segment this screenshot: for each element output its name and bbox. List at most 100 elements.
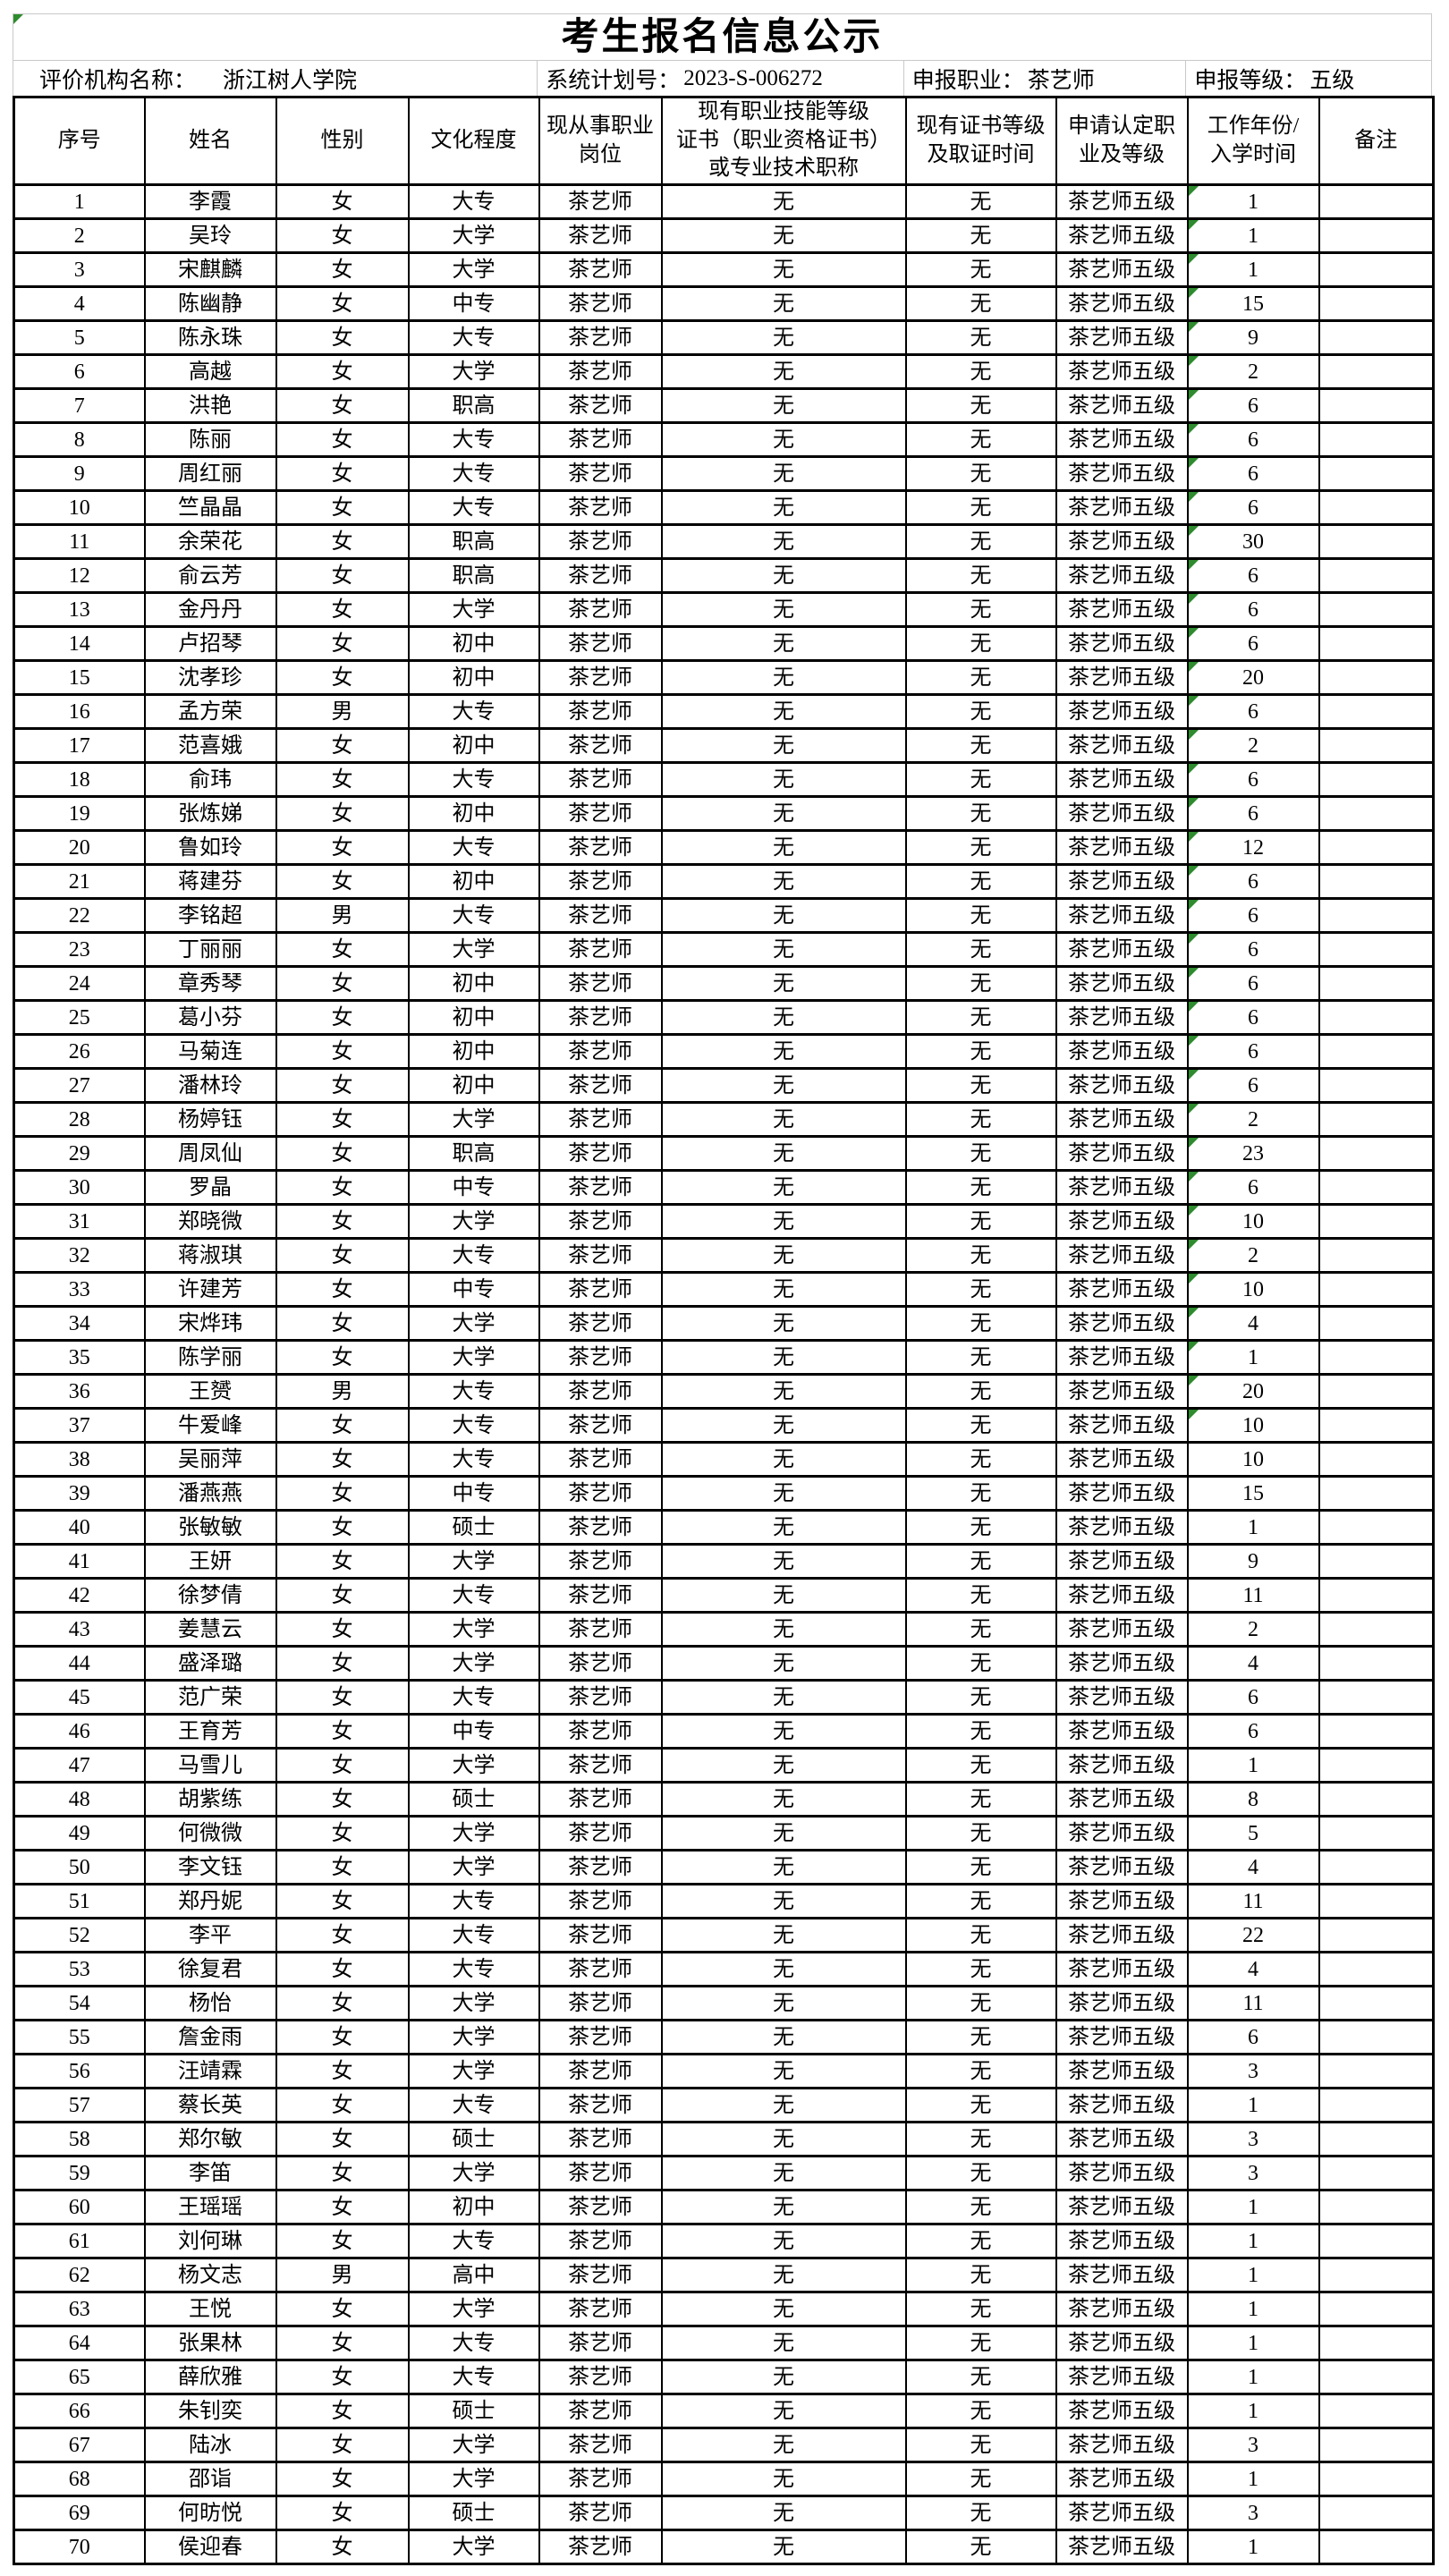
cell-existing-certificate[interactable]: 无 xyxy=(660,2087,907,2124)
cell-applied-occupation-level[interactable]: 茶艺师五级 xyxy=(1055,2495,1189,2532)
cell-remark[interactable] xyxy=(1318,1237,1435,1275)
cell-cert-level-time[interactable]: 无 xyxy=(904,1713,1057,1750)
cell-name[interactable]: 范喜娥 xyxy=(143,727,277,765)
cell-cert-level-time[interactable]: 无 xyxy=(904,1135,1057,1173)
cell-applied-occupation-level[interactable]: 茶艺师五级 xyxy=(1055,1883,1189,1920)
cell-name[interactable]: 杨文志 xyxy=(143,2257,277,2294)
cell-current-occupation[interactable]: 茶艺师 xyxy=(538,659,663,697)
cell-remark[interactable] xyxy=(1318,1577,1435,1614)
cell-education[interactable]: 大专 xyxy=(407,1917,540,1954)
cell-no[interactable]: 56 xyxy=(13,2053,146,2090)
cell-work-years[interactable]: 2 xyxy=(1186,727,1320,765)
cell-current-occupation[interactable]: 茶艺师 xyxy=(538,2053,663,2090)
cell-applied-occupation-level[interactable]: 茶艺师五级 xyxy=(1055,999,1189,1037)
cell-current-occupation[interactable]: 茶艺师 xyxy=(538,285,663,323)
cell-current-occupation[interactable]: 茶艺师 xyxy=(538,1271,663,1309)
cell-no[interactable]: 70 xyxy=(13,2529,146,2566)
cell-existing-certificate[interactable]: 无 xyxy=(660,1543,907,1580)
cell-remark[interactable] xyxy=(1318,1271,1435,1309)
cell-no[interactable]: 50 xyxy=(13,1849,146,1886)
cell-work-years[interactable]: 1 xyxy=(1186,2189,1320,2226)
cell-no[interactable]: 13 xyxy=(13,591,146,629)
cell-gender[interactable]: 女 xyxy=(275,1339,410,1377)
cell-no[interactable]: 6 xyxy=(13,353,146,391)
cell-remark[interactable] xyxy=(1318,285,1435,323)
cell-education[interactable]: 大学 xyxy=(407,1339,540,1377)
cell-applied-occupation-level[interactable]: 茶艺师五级 xyxy=(1055,1203,1189,1241)
cell-no[interactable]: 35 xyxy=(13,1339,146,1377)
cell-applied-occupation-level[interactable]: 茶艺师五级 xyxy=(1055,455,1189,493)
cell-remark[interactable] xyxy=(1318,1815,1435,1852)
cell-name[interactable]: 汪靖霖 xyxy=(143,2053,277,2090)
cell-current-occupation[interactable]: 茶艺师 xyxy=(538,2189,663,2226)
cell-remark[interactable] xyxy=(1318,1101,1435,1139)
header-gender[interactable]: 性别 xyxy=(275,95,410,187)
cell-current-occupation[interactable]: 茶艺师 xyxy=(538,1373,663,1411)
cell-education[interactable]: 大学 xyxy=(407,2529,540,2566)
cell-name[interactable]: 陈学丽 xyxy=(143,1339,277,1377)
cell-no[interactable]: 1 xyxy=(13,183,146,221)
cell-remark[interactable] xyxy=(1318,2121,1435,2158)
cell-cert-level-time[interactable]: 无 xyxy=(904,1611,1057,1648)
cell-education[interactable]: 初中 xyxy=(407,795,540,833)
cell-no[interactable]: 53 xyxy=(13,1951,146,1988)
cell-existing-certificate[interactable]: 无 xyxy=(660,455,907,493)
cell-remark[interactable] xyxy=(1318,1509,1435,1546)
cell-current-occupation[interactable]: 茶艺师 xyxy=(538,965,663,1003)
cell-gender[interactable]: 女 xyxy=(275,1407,410,1445)
cell-applied-occupation-level[interactable]: 茶艺师五级 xyxy=(1055,1679,1189,1716)
cell-education[interactable]: 大学 xyxy=(407,2053,540,2090)
cell-current-occupation[interactable]: 茶艺师 xyxy=(538,557,663,595)
cell-work-years[interactable]: 10 xyxy=(1186,1441,1320,1479)
cell-remark[interactable] xyxy=(1318,795,1435,833)
cell-cert-level-time[interactable]: 无 xyxy=(904,1577,1057,1614)
cell-gender[interactable]: 女 xyxy=(275,2053,410,2090)
cell-remark[interactable] xyxy=(1318,1611,1435,1648)
cell-existing-certificate[interactable]: 无 xyxy=(660,2223,907,2260)
cell-no[interactable]: 23 xyxy=(13,931,146,969)
cell-current-occupation[interactable]: 茶艺师 xyxy=(538,2461,663,2498)
cell-remark[interactable] xyxy=(1318,2257,1435,2294)
cell-education[interactable]: 大学 xyxy=(407,217,540,255)
cell-name[interactable]: 徐复君 xyxy=(143,1951,277,1988)
cell-applied-occupation-level[interactable]: 茶艺师五级 xyxy=(1055,1747,1189,1784)
cell-gender[interactable]: 女 xyxy=(275,625,410,663)
cell-current-occupation[interactable]: 茶艺师 xyxy=(538,489,663,527)
cell-remark[interactable] xyxy=(1318,829,1435,867)
cell-current-occupation[interactable]: 茶艺师 xyxy=(538,1781,663,1818)
cell-education[interactable]: 大学 xyxy=(407,1985,540,2022)
cell-cert-level-time[interactable]: 无 xyxy=(904,1849,1057,1886)
cell-existing-certificate[interactable]: 无 xyxy=(660,387,907,425)
cell-work-years[interactable]: 6 xyxy=(1186,1713,1320,1750)
cell-current-occupation[interactable]: 茶艺师 xyxy=(538,2495,663,2532)
cell-work-years[interactable]: 1 xyxy=(1186,1339,1320,1377)
cell-current-occupation[interactable]: 茶艺师 xyxy=(538,1543,663,1580)
cell-education[interactable]: 硕士 xyxy=(407,2393,540,2430)
cell-work-years[interactable]: 6 xyxy=(1186,1033,1320,1071)
cell-gender[interactable]: 女 xyxy=(275,727,410,765)
cell-name[interactable]: 王赟 xyxy=(143,1373,277,1411)
cell-applied-occupation-level[interactable]: 茶艺师五级 xyxy=(1055,319,1189,357)
cell-applied-occupation-level[interactable]: 茶艺师五级 xyxy=(1055,1577,1189,1614)
cell-no[interactable]: 3 xyxy=(13,251,146,289)
cell-gender[interactable]: 女 xyxy=(275,387,410,425)
cell-existing-certificate[interactable]: 无 xyxy=(660,795,907,833)
cell-gender[interactable]: 女 xyxy=(275,591,410,629)
cell-current-occupation[interactable]: 茶艺师 xyxy=(538,319,663,357)
cell-gender[interactable]: 女 xyxy=(275,1033,410,1071)
cell-current-occupation[interactable]: 茶艺师 xyxy=(538,1033,663,1071)
cell-name[interactable]: 周红丽 xyxy=(143,455,277,493)
cell-education[interactable]: 大学 xyxy=(407,2155,540,2192)
cell-applied-occupation-level[interactable]: 茶艺师五级 xyxy=(1055,387,1189,425)
cell-education[interactable]: 大专 xyxy=(407,1407,540,1445)
cell-education[interactable]: 大学 xyxy=(407,591,540,629)
cell-remark[interactable] xyxy=(1318,2087,1435,2124)
cell-name[interactable]: 潘林玲 xyxy=(143,1067,277,1105)
cell-existing-certificate[interactable]: 无 xyxy=(660,965,907,1003)
cell-remark[interactable] xyxy=(1318,965,1435,1003)
cell-existing-certificate[interactable]: 无 xyxy=(660,1237,907,1275)
cell-work-years[interactable]: 2 xyxy=(1186,1611,1320,1648)
cell-existing-certificate[interactable]: 无 xyxy=(660,2529,907,2566)
cell-education[interactable]: 中专 xyxy=(407,1169,540,1207)
cell-no[interactable]: 39 xyxy=(13,1475,146,1513)
